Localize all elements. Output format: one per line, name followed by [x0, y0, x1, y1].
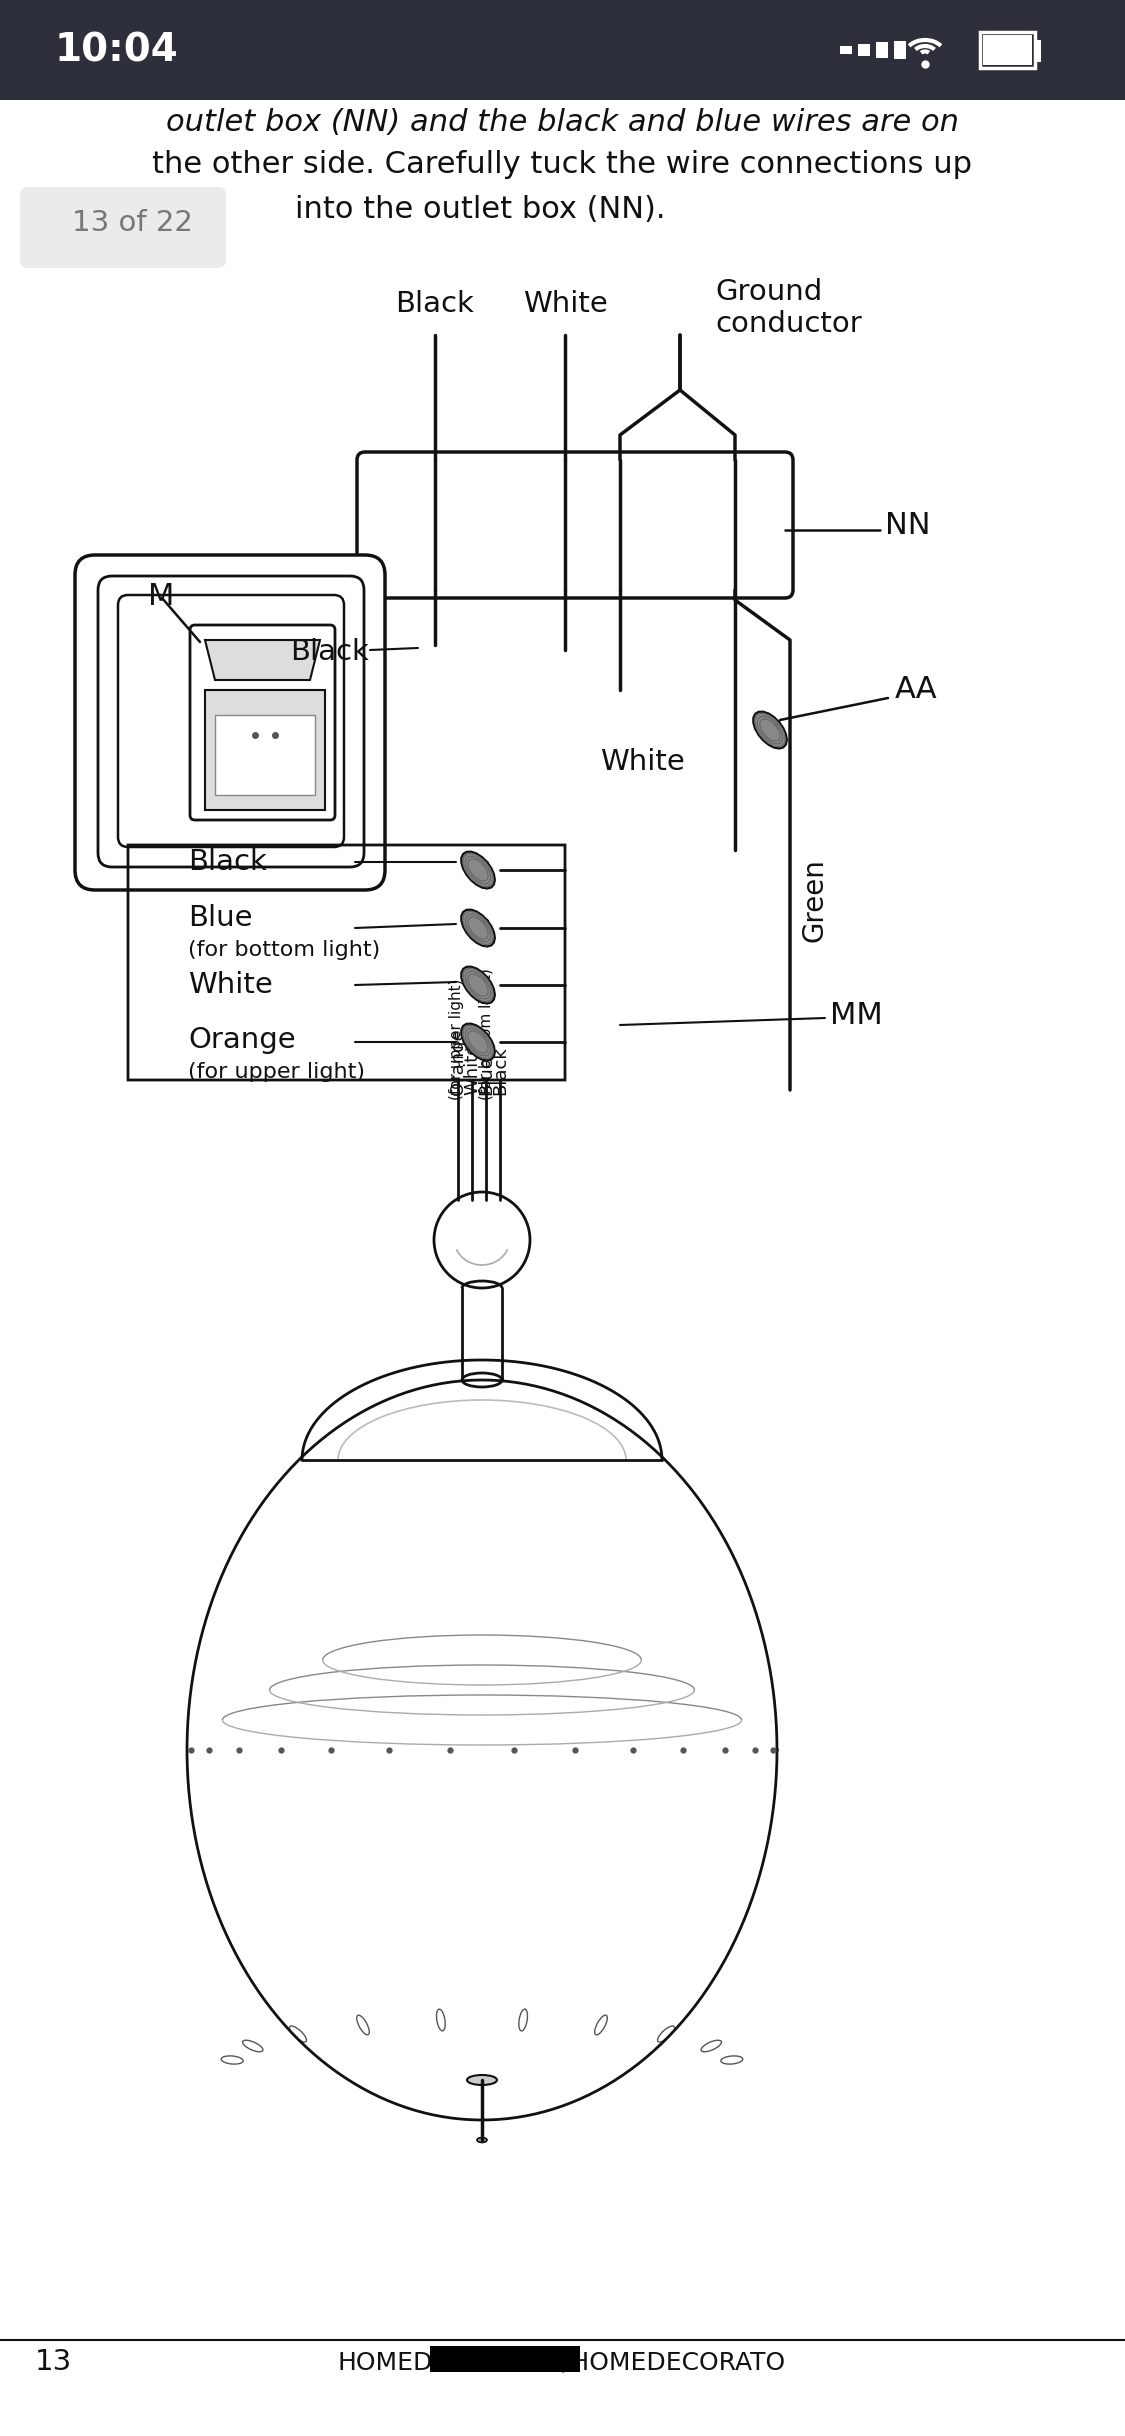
Ellipse shape	[701, 2041, 721, 2051]
Polygon shape	[461, 967, 495, 1004]
Ellipse shape	[595, 2015, 608, 2034]
FancyBboxPatch shape	[190, 626, 335, 821]
Text: HOMEDEPOT.COM/HOMEDECORATO: HOMEDEPOT.COM/HOMEDECORATO	[338, 2351, 786, 2375]
Polygon shape	[461, 1023, 495, 1060]
Text: Green: Green	[800, 857, 828, 943]
Text: Black: Black	[290, 638, 369, 665]
Bar	[858, 44, 870, 56]
Polygon shape	[461, 909, 495, 948]
Text: NN: NN	[885, 512, 930, 538]
Text: 13: 13	[35, 2348, 72, 2375]
Text: Blue: Blue	[477, 1055, 495, 1096]
Text: MM: MM	[830, 1001, 883, 1030]
Text: M: M	[148, 582, 174, 611]
Polygon shape	[461, 853, 495, 889]
Bar	[876, 41, 888, 58]
Polygon shape	[205, 641, 320, 680]
Ellipse shape	[289, 2027, 306, 2041]
Text: White: White	[600, 748, 685, 777]
Text: into the outlet box (NN).: into the outlet box (NN).	[295, 195, 666, 224]
Ellipse shape	[243, 2041, 263, 2051]
Ellipse shape	[222, 2056, 243, 2063]
FancyBboxPatch shape	[75, 555, 385, 889]
Ellipse shape	[357, 2015, 369, 2034]
Ellipse shape	[467, 2075, 497, 2085]
Text: Black: Black	[396, 290, 475, 319]
Text: (for bottom light): (for bottom light)	[479, 967, 495, 1101]
Text: Ground: Ground	[716, 278, 822, 307]
Ellipse shape	[477, 2136, 487, 2144]
Text: (for upper light): (for upper light)	[188, 1062, 364, 1082]
FancyBboxPatch shape	[357, 453, 793, 597]
Text: the other side. Carefully tuck the wire connections up: the other side. Carefully tuck the wire …	[152, 151, 972, 178]
Polygon shape	[754, 711, 786, 748]
Text: 10:04: 10:04	[55, 32, 179, 68]
Text: Blue: Blue	[188, 904, 252, 933]
Bar	[980, 32, 1035, 68]
Text: 13 of 22: 13 of 22	[72, 209, 192, 236]
Ellipse shape	[519, 2010, 528, 2032]
Text: (for upper light): (for upper light)	[450, 979, 465, 1101]
Text: Orange: Orange	[188, 1026, 296, 1055]
Bar	[894, 41, 906, 58]
Bar	[983, 34, 1032, 66]
Bar	[840, 46, 852, 54]
Text: White: White	[464, 1043, 482, 1096]
Text: AA: AA	[896, 675, 937, 704]
Text: White: White	[523, 290, 608, 319]
Bar	[1035, 39, 1041, 61]
Ellipse shape	[721, 2056, 742, 2063]
Ellipse shape	[657, 2027, 675, 2041]
FancyBboxPatch shape	[20, 188, 226, 268]
Circle shape	[434, 1191, 530, 1289]
Text: Black: Black	[188, 848, 267, 877]
Bar	[0, 0, 1125, 100]
Bar	[430, 2346, 580, 2373]
Text: conductor: conductor	[716, 309, 862, 339]
FancyBboxPatch shape	[98, 575, 364, 867]
Text: Orange: Orange	[449, 1028, 467, 1096]
Text: Black: Black	[490, 1045, 508, 1096]
Bar	[205, 689, 325, 811]
Text: (for bottom light): (for bottom light)	[188, 940, 380, 960]
Text: outlet box (NN) and the black and blue wires are on: outlet box (NN) and the black and blue w…	[165, 107, 958, 136]
Ellipse shape	[462, 1374, 502, 1386]
FancyBboxPatch shape	[118, 594, 344, 848]
Ellipse shape	[436, 2010, 446, 2032]
Bar	[215, 716, 315, 794]
Text: White: White	[188, 972, 272, 999]
